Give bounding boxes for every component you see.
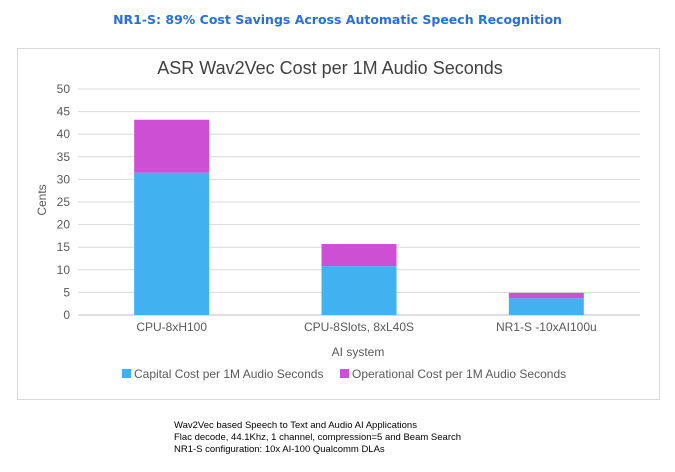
page-headline: NR1-S: 89% Cost Savings Across Automatic… (113, 12, 562, 27)
x-tick-labels: CPU-8xH100 CPU-8Slots, 8xL40S NR1-S -10xAI… (136, 320, 596, 334)
y-tick-labels: 0 5 10 15 20 25 30 35 40 45 50 (57, 82, 71, 322)
bar-segment-operational (508, 292, 584, 299)
chart-container (17, 48, 660, 400)
x-tick-label: CPU-8Slots, 8xL40S (304, 320, 414, 334)
legend: Capital Cost per 1M Audio Seconds Operati… (122, 367, 566, 381)
bar-segment-capital (134, 172, 210, 315)
legend-swatch (122, 369, 131, 378)
footnote-line: Wav2Vec based Speech to Text and Audio A… (174, 420, 417, 431)
y-tick-label: 0 (63, 308, 70, 322)
y-axis-label: Cents (35, 184, 49, 215)
y-tick-label: 25 (57, 195, 71, 209)
x-axis-label: AI system (332, 345, 385, 359)
legend-swatch (340, 369, 349, 378)
bar-segment-capital (508, 298, 584, 315)
y-tick-label: 35 (57, 150, 71, 164)
chart-title: ASR Wav2Vec Cost per 1M Audio Seconds (157, 58, 503, 78)
x-tick-label: CPU-8xH100 (136, 320, 207, 334)
legend-label: Operational Cost per 1M Audio Seconds (352, 367, 566, 381)
footnote-line: Flac decode, 44.1Khz, 1 channel, compres… (174, 432, 462, 443)
y-tick-label: 15 (57, 240, 71, 254)
footnote-line: NR1-S configuration: 10x AI-100 Qualcomm… (174, 444, 385, 455)
y-tick-label: 20 (57, 218, 71, 232)
y-tick-label: 5 (63, 285, 70, 299)
legend-label: Capital Cost per 1M Audio Seconds (134, 367, 323, 381)
bar-segment-operational (321, 244, 397, 267)
x-tick-label: NR1-S -10xAI100u (496, 320, 597, 334)
y-tick-label: 30 (57, 172, 71, 186)
y-tick-label: 40 (57, 127, 71, 141)
bar-segment-operational (134, 119, 210, 173)
y-tick-label: 45 (57, 105, 71, 119)
bar-segment-capital (321, 266, 397, 315)
bars (134, 119, 584, 315)
footnotes: Wav2Vec based Speech to Text and Audio A… (174, 420, 461, 456)
y-tick-label: 10 (57, 263, 71, 277)
y-tick-label: 50 (57, 82, 71, 96)
